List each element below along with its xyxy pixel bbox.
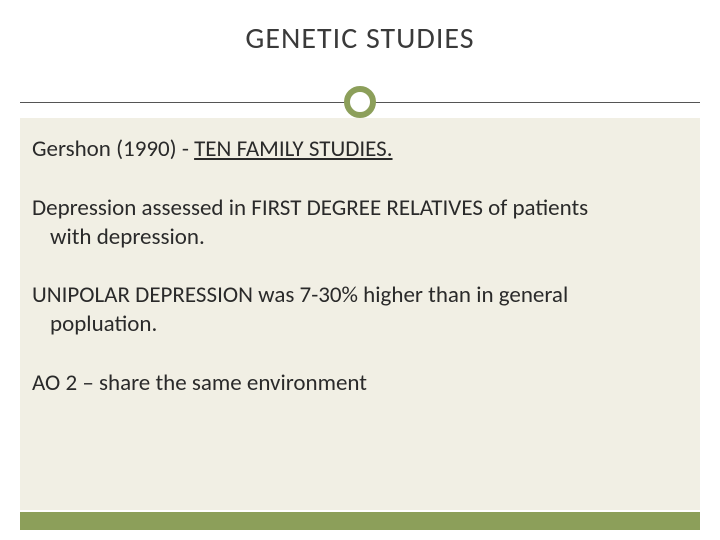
- p2-line1: Depression assessed in FIRST DEGREE RELA…: [32, 194, 588, 222]
- p1-underlined: TEN FAMILY STUDIES.: [194, 135, 392, 163]
- p1-prefix: Gershon (1990) -: [32, 135, 194, 163]
- paragraph-2: Depression assessed in FIRST DEGREE RELA…: [32, 194, 692, 252]
- paragraph-4: AO 2 – share the same environment: [32, 369, 692, 398]
- slide: GENETIC STUDIES Gershon (1990) - TEN FAM…: [0, 0, 720, 540]
- bottom-accent-bar: [20, 512, 700, 530]
- p2-line2: with depression.: [32, 223, 692, 252]
- title-area: GENETIC STUDIES: [0, 20, 720, 57]
- content-area: Gershon (1990) - TEN FAMILY STUDIES. Dep…: [32, 135, 692, 428]
- p3-line1: UNIPOLAR DEPRESSION was 7-30% higher tha…: [32, 281, 568, 309]
- slide-title: GENETIC STUDIES: [0, 20, 720, 57]
- paragraph-3: UNIPOLAR DEPRESSION was 7-30% higher tha…: [32, 281, 692, 339]
- circle-decorator-icon: [344, 86, 376, 118]
- p3-line2: popluation.: [32, 310, 692, 339]
- paragraph-1: Gershon (1990) - TEN FAMILY STUDIES.: [32, 135, 692, 164]
